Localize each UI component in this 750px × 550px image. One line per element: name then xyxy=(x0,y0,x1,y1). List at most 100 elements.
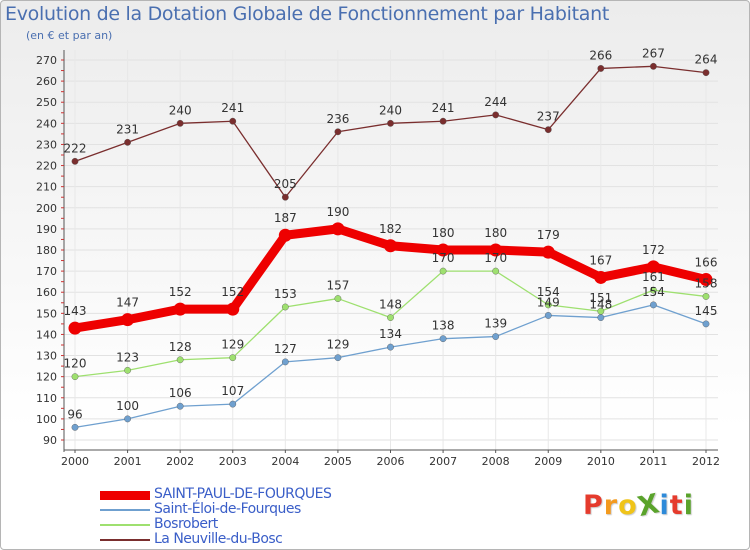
data-point-la-neuville-du-bosc xyxy=(439,117,447,125)
data-label: 128 xyxy=(169,340,192,354)
data-point-la-neuville-du-bosc xyxy=(387,119,394,127)
data-label: 129 xyxy=(221,338,244,352)
data-label: 145 xyxy=(695,304,718,318)
logo-letter: X xyxy=(634,488,663,523)
y-tick-label: 140 xyxy=(36,328,57,341)
data-label: 152 xyxy=(169,285,192,299)
y-tick-label: 90 xyxy=(43,434,57,447)
data-label: 161 xyxy=(642,270,665,284)
data-point-bosrobert xyxy=(544,301,552,309)
x-tick-label: 2002 xyxy=(166,455,194,468)
data-point-la-neuville-du-bosc xyxy=(281,193,289,201)
y-tick-label: 200 xyxy=(36,202,57,215)
data-label: 96 xyxy=(67,407,82,421)
data-label: 152 xyxy=(221,285,244,299)
data-label: 236 xyxy=(326,112,349,126)
x-tick-label: 2006 xyxy=(377,455,405,468)
data-label: 149 xyxy=(537,295,560,309)
y-tick-label: 190 xyxy=(36,223,57,236)
data-label: 170 xyxy=(432,251,455,265)
data-point-saint-paul-de-fourques xyxy=(278,228,292,242)
data-label: 148 xyxy=(379,298,402,312)
data-label: 107 xyxy=(221,384,244,398)
data-point-saint-eloi-de-fourques xyxy=(439,335,447,343)
y-tick-label: 100 xyxy=(36,413,57,426)
data-point-saint-paul-de-fourques xyxy=(594,270,608,284)
data-label: 179 xyxy=(537,228,560,242)
data-point-saint-eloi-de-fourques xyxy=(124,415,131,423)
x-tick-label: 2005 xyxy=(324,455,352,468)
data-point-saint-eloi-de-fourques xyxy=(702,320,710,328)
x-tick-label: 2009 xyxy=(534,455,562,468)
data-label: 241 xyxy=(221,101,244,115)
data-point-saint-eloi-de-fourques xyxy=(334,354,342,362)
data-point-saint-paul-de-fourques xyxy=(384,239,397,253)
data-label: 244 xyxy=(484,95,507,109)
data-label: 241 xyxy=(432,101,455,115)
data-label: 237 xyxy=(537,110,560,124)
data-point-bosrobert xyxy=(176,356,184,364)
x-tick-label: 2012 xyxy=(692,455,720,468)
data-point-saint-eloi-de-fourques xyxy=(176,402,184,410)
data-label: 134 xyxy=(379,327,402,341)
data-label: 129 xyxy=(326,338,349,352)
data-point-saint-eloi-de-fourques xyxy=(597,314,605,321)
y-tick-label: 170 xyxy=(36,265,57,278)
data-point-saint-paul-de-fourques xyxy=(646,260,660,274)
data-point-saint-eloi-de-fourques xyxy=(229,400,237,408)
data-label: 127 xyxy=(274,342,297,356)
legend-label: Bosrobert xyxy=(154,516,218,532)
data-label: 158 xyxy=(695,276,718,290)
proxiti-logo: ProXiti xyxy=(583,488,694,523)
data-point-saint-paul-de-fourques xyxy=(489,243,503,257)
y-axis-ticks: 90 100 110 120 130 140 150 160 170 180 190 200 210 22… xyxy=(36,54,57,447)
x-tick-label: 2001 xyxy=(114,455,142,468)
y-tick-label: 220 xyxy=(36,160,57,173)
data-label: 205 xyxy=(274,177,297,191)
data-label: 154 xyxy=(642,285,665,299)
data-label: 143 xyxy=(64,304,87,318)
data-label: 123 xyxy=(116,350,139,364)
data-label: 266 xyxy=(589,48,612,62)
x-tick-label: 2007 xyxy=(429,455,457,468)
data-point-la-neuville-du-bosc xyxy=(544,126,552,134)
data-label: 180 xyxy=(484,226,507,240)
data-label: 172 xyxy=(642,243,665,257)
x-tick-label: 2010 xyxy=(587,455,615,468)
logo-letter: o xyxy=(618,490,638,521)
data-point-saint-eloi-de-fourques xyxy=(281,358,289,366)
data-label: 153 xyxy=(274,287,297,301)
data-label: 187 xyxy=(274,211,297,225)
y-tick-label: 250 xyxy=(36,96,57,109)
data-point-bosrobert xyxy=(597,307,605,315)
y-tick-label: 270 xyxy=(36,54,57,67)
data-point-bosrobert xyxy=(71,373,79,381)
data-point-saint-eloi-de-fourques xyxy=(387,343,394,351)
data-point-bosrobert xyxy=(124,366,131,374)
data-label: 222 xyxy=(64,141,87,155)
data-point-la-neuville-du-bosc xyxy=(492,111,500,119)
logo-letter: r xyxy=(603,490,619,521)
y-tick-label: 240 xyxy=(36,117,57,130)
data-point-saint-paul-de-fourques xyxy=(436,243,450,257)
y-tick-label: 180 xyxy=(36,244,57,257)
data-point-bosrobert xyxy=(229,354,237,362)
data-point-la-neuville-du-bosc xyxy=(71,157,79,165)
legend-swatch xyxy=(100,524,150,526)
data-label: 139 xyxy=(484,317,507,331)
data-point-la-neuville-du-bosc xyxy=(124,138,131,146)
data-point-bosrobert xyxy=(492,267,500,275)
legend-swatch xyxy=(100,539,150,541)
data-label: 151 xyxy=(589,291,612,305)
y-tick-label: 230 xyxy=(36,138,57,151)
x-tick-label: 2011 xyxy=(639,455,667,468)
data-label: 167 xyxy=(589,253,612,267)
data-point-saint-eloi-de-fourques xyxy=(544,312,552,319)
y-tick-label: 160 xyxy=(36,286,57,299)
data-label: 264 xyxy=(695,53,718,67)
data-point-bosrobert xyxy=(334,295,342,302)
legend-label: Saint-Éloi-de-Fourques xyxy=(154,501,301,517)
data-label: 147 xyxy=(116,296,139,310)
legend-swatch xyxy=(100,509,150,511)
x-tick-label: 2004 xyxy=(271,455,299,468)
